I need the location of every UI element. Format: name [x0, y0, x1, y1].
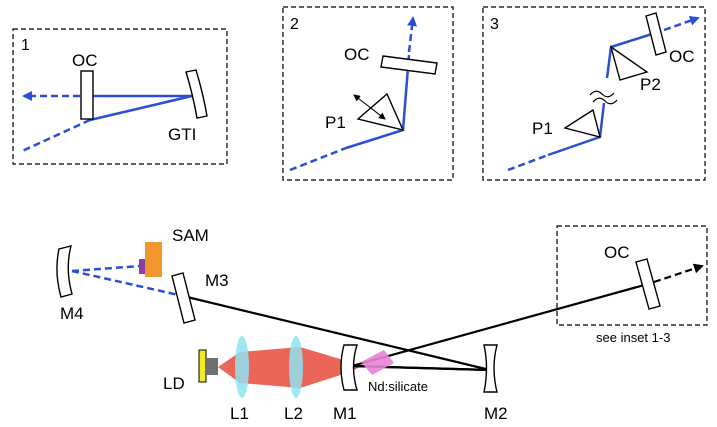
inset-2-oc-mirror [380, 55, 438, 75]
inset-1-beam-input-dashed [19, 118, 91, 154]
inset-3-p2-label: P2 [640, 75, 661, 94]
sam-label: SAM [172, 226, 209, 245]
oc-label-main: OC [604, 243, 630, 262]
beam-m4-to-sam-dashed [71, 264, 141, 273]
inset-3-beam-break-mark-2 [592, 97, 618, 105]
beam-m1-to-oc [351, 282, 649, 368]
inset-3-beam-to-p1 [547, 135, 601, 157]
inset-2-oc-label: OC [344, 45, 370, 64]
inset-3-beam-p2-down [605, 46, 613, 79]
inset-3-beam-break-mark [589, 90, 615, 98]
inset-3-prism-p1 [563, 108, 601, 138]
inset-2-frame [282, 6, 454, 181]
mirror-m4 [56, 245, 73, 298]
inset-3-beam-to-oc [610, 32, 653, 49]
sam-backing [139, 259, 145, 274]
inset-2-number: 2 [290, 16, 299, 33]
inset-1-gti-mirror [185, 69, 208, 119]
beam-m3-to-m2 [182, 294, 491, 372]
sam-block [145, 242, 162, 277]
lens-l2 [289, 336, 303, 398]
inset-2-beam-output-dashed [407, 16, 418, 53]
inset-1-frame [12, 28, 228, 165]
inset-3: 3 P1 P2 OC [482, 6, 706, 181]
beam-output-dashed [653, 263, 704, 284]
inset-3-oc-mirror [645, 12, 667, 56]
ld-label: LD [163, 374, 185, 393]
l2-label: L2 [284, 404, 303, 423]
inset-2-p1-label: P1 [325, 113, 346, 132]
output-inset-frame [556, 225, 708, 326]
crystal-label: Nd:silicate [368, 379, 428, 394]
inset-3-oc-label: OC [669, 47, 695, 66]
inset-2-beam-to-prism [345, 128, 404, 150]
inset-3-p1-label: P1 [532, 119, 553, 138]
inset-2-prism-p1 [356, 92, 405, 132]
m1-label: M1 [333, 404, 357, 423]
mirror-m2 [483, 344, 498, 393]
m2-label: M2 [484, 404, 508, 423]
see-inset-label: see inset 1-3 [596, 330, 670, 345]
inset-1-number: 1 [21, 37, 30, 54]
inset-3-beam-output-dashed [663, 15, 700, 32]
inset-1: 1 OC GTI [12, 28, 228, 165]
inset-2-beam-input-dashed [289, 146, 347, 172]
pump-beam [218, 347, 360, 388]
inset-1-beam-to-gti [89, 94, 193, 122]
inset-2-translation-arrow [353, 94, 386, 120]
inset-2: 2 P1 OC [282, 6, 454, 181]
oc-mirror-main [635, 258, 661, 310]
l1-label: L1 [230, 404, 249, 423]
nd-silicate-crystal [361, 350, 394, 375]
m3-label: M3 [205, 271, 229, 290]
mirror-m1 [340, 344, 358, 391]
inset-1-oc-label: OC [72, 51, 98, 70]
inset-3-beam-input-dashed [507, 153, 549, 172]
laser-diode-body [206, 358, 218, 375]
laser-diode-emitter [198, 349, 207, 383]
inset-3-prism-p2 [609, 45, 649, 81]
lens-l1 [235, 336, 249, 398]
inset-3-frame [482, 6, 706, 181]
inset-1-gti-label: GTI [168, 125, 196, 144]
mirror-m3 [171, 272, 196, 324]
main-cavity: see inset 1-3 LD L1 L2 SAM M4 M3 [56, 225, 708, 423]
beam-m4-to-m3-dashed [71, 269, 184, 298]
inset-3-beam-p1-up [598, 102, 606, 138]
inset-3-number: 3 [490, 16, 499, 33]
inset-1-oc-mirror [80, 70, 94, 120]
m4-label: M4 [60, 304, 84, 323]
